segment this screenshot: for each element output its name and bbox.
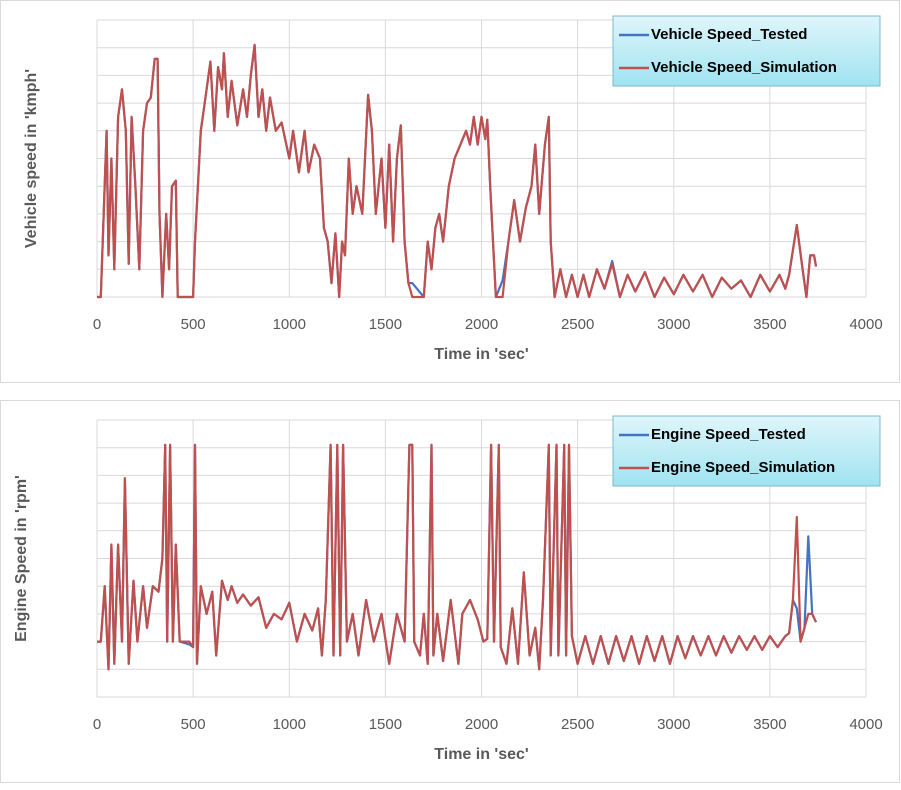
x-tick-label: 1000 [273,316,306,333]
y-axis-label: Engine Speed in 'rpm' [13,475,30,642]
legend-label: Vehicle Speed_Tested [651,26,807,43]
legend-label: Engine Speed_Simulation [651,459,835,476]
data-line [97,43,818,299]
x-tick-label: 500 [181,316,206,333]
y-axis-label: Vehicle speed in 'kmph' [23,69,40,248]
x-tick-label: 0 [93,316,101,333]
data-line [97,443,818,671]
legend-label: Vehicle Speed_Simulation [651,59,837,76]
legend-box [612,415,881,487]
x-axis-label: Time in 'sec' [434,746,528,763]
x-tick-label: 3000 [657,716,690,733]
x-tick-label: 3500 [753,316,786,333]
x-tick-label: 0 [93,716,101,733]
x-tick-label: 2500 [561,316,594,333]
x-tick-label: 3000 [657,316,690,333]
legend-box [612,15,881,87]
x-tick-label: 1500 [369,716,402,733]
x-tick-label: 4000 [849,316,882,333]
x-tick-label: 1500 [369,316,402,333]
x-tick-label: 2500 [561,716,594,733]
x-tick-label: 3500 [753,716,786,733]
x-tick-label: 2000 [465,716,498,733]
x-tick-label: 500 [181,716,206,733]
x-tick-label: 1000 [273,716,306,733]
legend-label: Engine Speed_Tested [651,426,806,443]
x-tick-label: 2000 [465,316,498,333]
x-tick-label: 4000 [849,716,882,733]
x-axis-label: Time in 'sec' [434,346,528,363]
